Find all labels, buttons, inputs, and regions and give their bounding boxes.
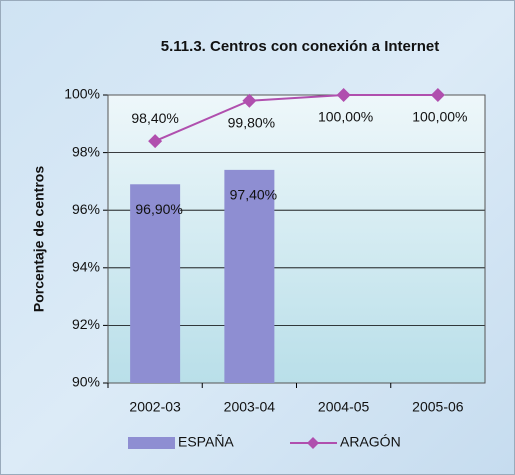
y-tick-label: 90% (72, 374, 100, 390)
bar (224, 169, 275, 383)
data-label: 99,80% (228, 114, 275, 130)
x-tick-label: 2003-04 (224, 399, 276, 415)
data-label: 98,40% (131, 110, 178, 126)
y-tick-label: 98% (72, 143, 100, 159)
legend-label: ARAGÓN (340, 434, 401, 450)
x-tick-label: 2002-03 (129, 399, 181, 415)
data-label: 96,90% (135, 201, 182, 217)
chart-title: 5.11.3. Centros con conexión a Internet (161, 38, 439, 55)
data-label: 97,40% (230, 187, 277, 203)
x-tick-label: 2005-06 (412, 399, 464, 415)
y-tick-label: 96% (72, 201, 100, 217)
y-axis-label: Porcentaje de centros (31, 166, 47, 312)
marker (430, 88, 445, 102)
marker (336, 88, 351, 102)
legend-marker (307, 437, 319, 449)
data-label: 100,00% (412, 109, 467, 125)
y-tick-label: 92% (72, 316, 100, 332)
marker (242, 93, 257, 108)
y-tick-label: 94% (72, 259, 100, 275)
legend-swatch (128, 437, 175, 449)
marker (148, 134, 163, 149)
bar (130, 184, 181, 383)
legend-label: ESPAÑA (178, 434, 234, 450)
line (154, 94, 438, 142)
x-tick-label: 2004-05 (318, 399, 370, 415)
y-tick-label: 100% (64, 86, 100, 102)
data-label: 100,00% (318, 109, 373, 125)
